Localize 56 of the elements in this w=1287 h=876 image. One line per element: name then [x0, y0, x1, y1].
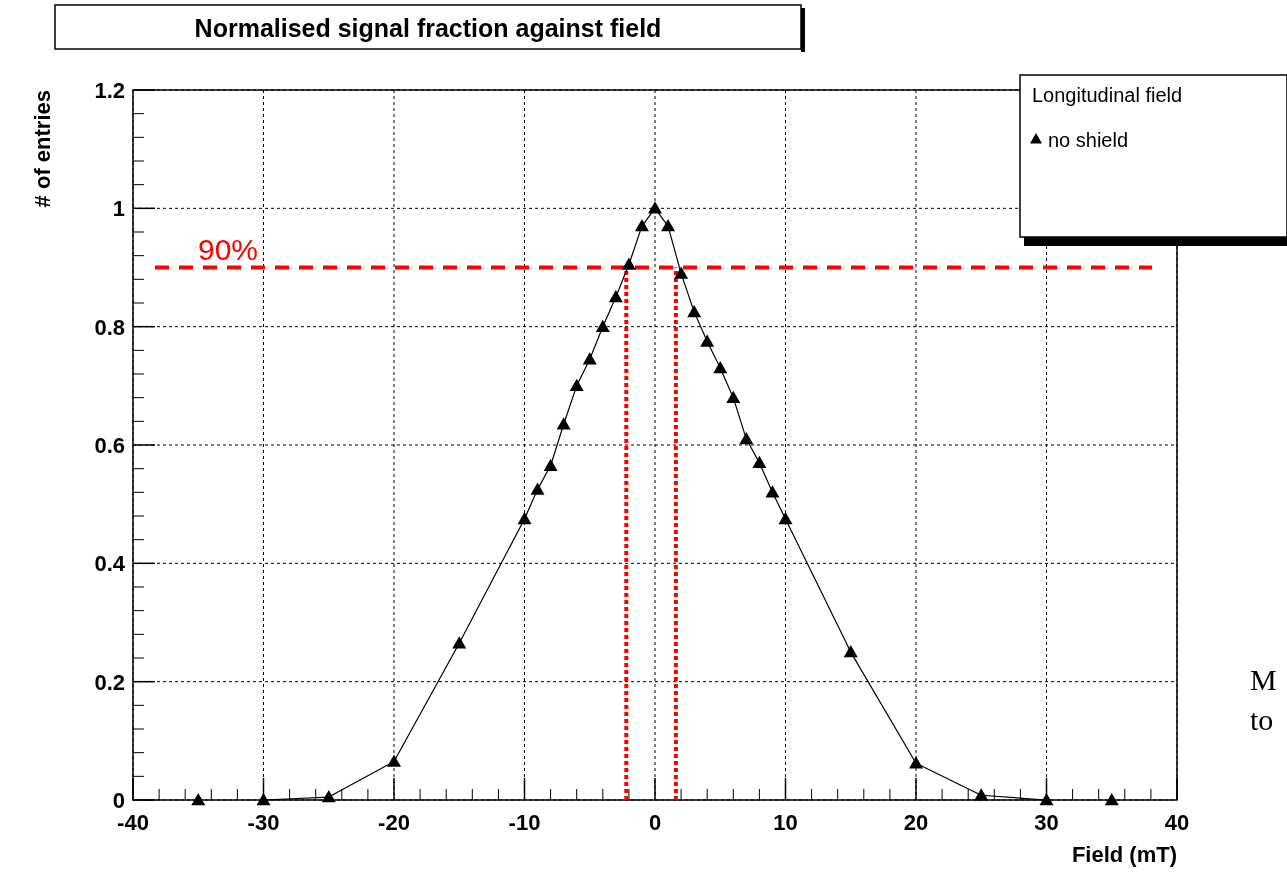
x-tick-label: -20	[378, 810, 410, 835]
point	[1039, 793, 1054, 806]
point	[687, 304, 702, 318]
point	[739, 432, 754, 445]
point	[713, 361, 728, 374]
y-tick-label: 1	[112, 196, 125, 222]
point	[843, 645, 858, 658]
point	[543, 458, 558, 471]
point	[726, 390, 741, 403]
point	[595, 319, 610, 332]
point	[752, 455, 767, 468]
point	[778, 511, 793, 525]
y-tick-label: 0	[112, 788, 125, 813]
text: M	[1250, 663, 1277, 696]
y-tick-label: 0.2	[94, 669, 125, 695]
y-tick-label: 1.2	[94, 78, 125, 103]
point	[674, 266, 689, 279]
x-tick-label: 10	[773, 810, 798, 835]
point	[569, 378, 584, 392]
x-tick-label: 30	[1034, 810, 1059, 835]
legend-label: no shield	[1048, 129, 1129, 151]
x-tick-label: 40	[1164, 810, 1190, 835]
point	[191, 793, 206, 806]
x-tick-label: -10	[508, 810, 541, 835]
point	[634, 219, 649, 232]
point	[974, 788, 989, 801]
y-tick-label: 0.6	[94, 433, 125, 458]
x-tick-label: -30	[247, 810, 280, 835]
point	[608, 290, 623, 303]
legend: Longitudinal field no shield	[1019, 74, 1287, 246]
point	[452, 636, 467, 649]
y-tick-label: 0.8	[94, 314, 125, 340]
point	[517, 511, 532, 525]
y-tick-label: 0.4	[94, 551, 126, 577]
ref-line-label: 90%	[198, 232, 259, 266]
point	[530, 482, 545, 495]
y-axis-title: # of entries	[30, 90, 55, 208]
legend-title: Longitudinal field	[1032, 84, 1183, 106]
point	[387, 754, 401, 767]
point	[621, 257, 636, 270]
point	[909, 756, 923, 769]
chart-title: Normalised signal fraction against field	[194, 14, 662, 42]
point	[256, 793, 271, 806]
point	[321, 790, 336, 803]
x-tick-label: -40	[117, 810, 149, 835]
point	[648, 201, 662, 214]
point	[556, 417, 571, 430]
point	[1104, 793, 1119, 806]
x-axis-title: Field (mT)	[1071, 842, 1177, 867]
text: to	[1250, 703, 1274, 736]
point	[765, 485, 780, 498]
point	[582, 352, 597, 365]
point	[700, 334, 715, 347]
x-tick-label: 20	[903, 810, 929, 835]
point	[661, 219, 676, 232]
x-tick-label: 0	[648, 810, 662, 835]
